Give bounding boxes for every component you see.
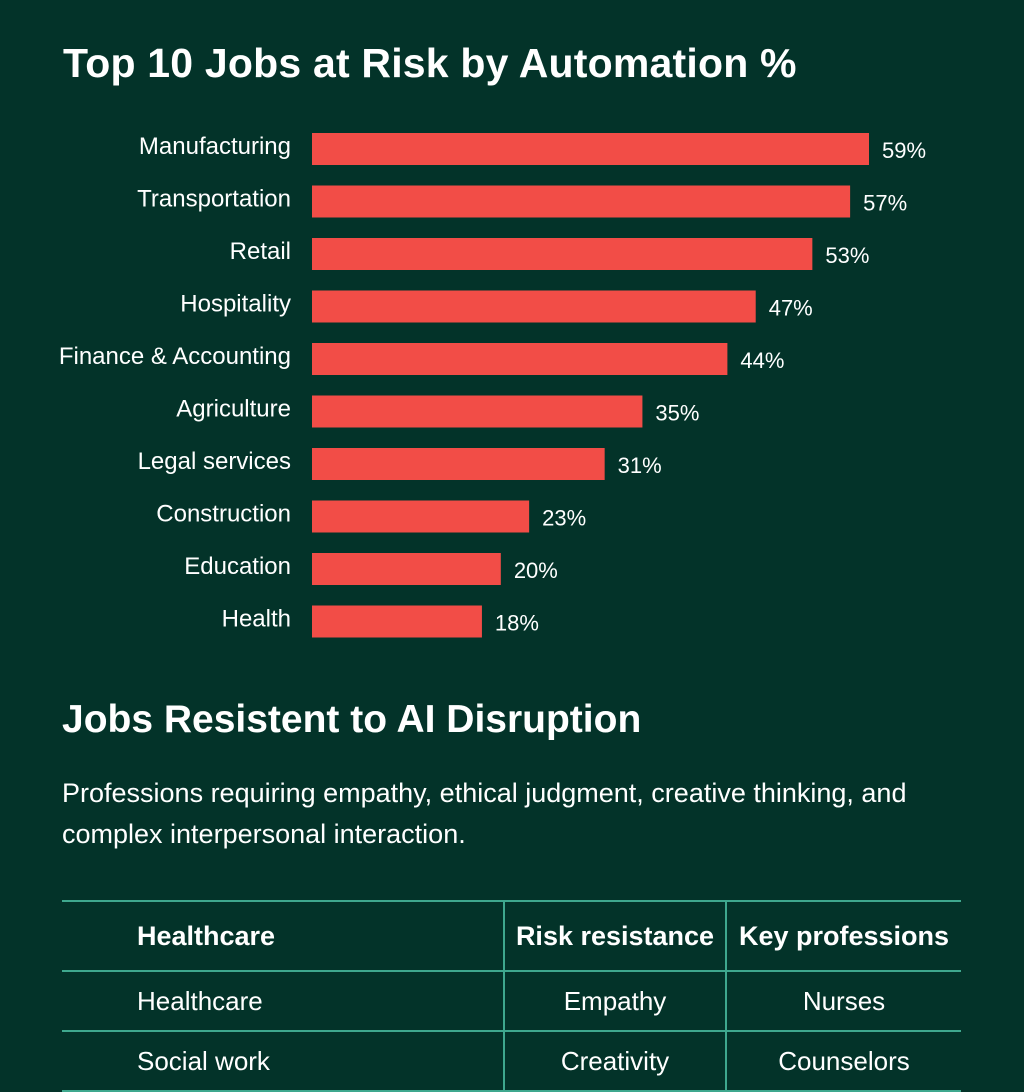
table-cell-risk-resistance: Empathy: [503, 970, 726, 1032]
value-label: 20%: [514, 558, 558, 583]
table-header-key-professions: Key professions: [725, 900, 961, 972]
resistant-section-title: Jobs Resistent to AI Disruption: [62, 698, 642, 741]
table-cell-risk-resistance: Creativity: [503, 1030, 726, 1092]
bar: [312, 448, 605, 480]
bar: [312, 605, 482, 638]
category-label: Legal services: [138, 448, 291, 475]
bar: [312, 238, 813, 270]
value-label: 18%: [495, 611, 539, 636]
category-label: Education: [184, 553, 291, 580]
value-label: 47%: [769, 296, 813, 321]
category-label: Hospitality: [180, 291, 291, 318]
value-label: 23%: [542, 506, 586, 531]
bar: [312, 553, 501, 585]
category-label: Construction: [156, 501, 291, 528]
bar: [312, 290, 756, 323]
bar: [312, 395, 643, 428]
bar: [312, 133, 869, 165]
bar-chart: Manufacturing 59% Transportation 57% Retail 5…: [59, 133, 926, 638]
category-label: Agriculture: [176, 396, 291, 423]
table-header-row: Healthcare Risk resistance Key professio…: [62, 900, 961, 972]
resistant-section-description: Professions requiring empathy, ethical j…: [62, 778, 907, 849]
value-label: 44%: [740, 348, 784, 373]
table-cell-sector: Social work: [62, 1030, 504, 1092]
table-header-risk-resistance: Risk resistance: [503, 900, 726, 972]
table-cell-key-profession: Nurses: [725, 970, 961, 1032]
bar: [312, 500, 530, 533]
chart-title: Top 10 Jobs at Risk by Automation %: [63, 40, 797, 86]
bar: [312, 343, 728, 375]
category-label: Finance & Accounting: [59, 343, 291, 370]
value-label: 35%: [655, 401, 699, 426]
value-label: 31%: [618, 453, 662, 478]
table-row: Healthcare Empathy Nurses: [62, 970, 961, 1032]
value-label: 57%: [863, 191, 907, 216]
category-label: Retail: [230, 238, 291, 265]
table-cell-key-profession: Counselors: [725, 1030, 961, 1092]
value-label: 59%: [882, 138, 926, 163]
bar: [312, 185, 851, 218]
value-label: 53%: [825, 243, 869, 268]
category-label: Transportation: [137, 186, 291, 213]
table-header-sector: Healthcare: [62, 900, 504, 972]
table-row: Social work Creativity Counselors: [62, 1030, 961, 1092]
resistant-jobs-table: Healthcare Risk resistance Key professio…: [62, 900, 961, 1092]
category-label: Health: [222, 606, 291, 633]
category-label: Manufacturing: [139, 133, 291, 160]
table-cell-sector: Healthcare: [62, 970, 504, 1032]
